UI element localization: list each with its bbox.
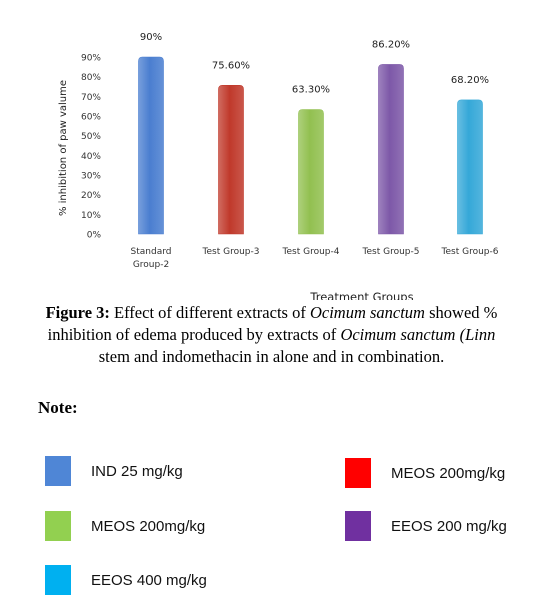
y-axis-label: % inhibition of paw valume (58, 80, 69, 216)
note-title: Note: (38, 398, 78, 417)
x-axis-label: Treatment Groups (309, 290, 413, 300)
figure-caption: Figure 3: Effect of different extracts o… (0, 302, 543, 368)
legend-item: MEOS 200mg/kg (45, 511, 205, 541)
y-tick-label: 10% (81, 211, 101, 221)
y-tick-label: 50% (81, 132, 101, 142)
y-tick-label: 80% (81, 73, 101, 83)
bar (378, 64, 404, 235)
legend-swatch (45, 456, 71, 486)
bar-series (138, 56, 483, 235)
legend-swatch (45, 565, 71, 595)
bar-chart: % inhibition of paw valume 0% 10% 20% 30% 40… (58, 32, 499, 300)
bar (298, 109, 324, 235)
caption-text: inhibition of edema produced by extracts… (47, 325, 341, 344)
data-label: 90% (140, 32, 162, 43)
y-tick-label: 60% (81, 113, 101, 123)
x-tick-label: Test Group-6 (441, 247, 499, 257)
legend-label: MEOS 200mg/kg (91, 517, 206, 535)
caption-species: Ocimum sanctum (309, 303, 425, 322)
legend-swatch (345, 511, 371, 541)
legend-label: EEOS 400 mg/kg (91, 571, 207, 589)
data-label: 63.30% (292, 85, 330, 96)
y-tick-label: 40% (81, 152, 101, 162)
y-tick-label: 30% (81, 172, 101, 182)
bar (457, 99, 483, 235)
y-tick-label: 90% (81, 54, 101, 64)
data-label: 75.60% (212, 60, 250, 71)
x-tick-label: Test Group-4 (282, 247, 340, 257)
legend-item: EEOS 200 mg/kg (345, 511, 507, 541)
x-tick-label: Test Group-3 (202, 247, 260, 257)
legend-label: IND 25 mg/kg (91, 462, 183, 480)
legend-swatch (45, 511, 71, 541)
caption-text: Effect of different extracts of (109, 303, 310, 322)
x-tick-label: Group-2 (133, 260, 169, 270)
caption-lead: Figure 3: (45, 303, 110, 322)
legend-label: MEOS 200mg/kg (391, 464, 506, 482)
legend-item: EEOS 400 mg/kg (45, 565, 207, 595)
y-tick-label: 0% (87, 231, 102, 241)
legend-label: EEOS 200 mg/kg (391, 517, 507, 535)
bar (138, 56, 164, 235)
legend-item: IND 25 mg/kg (45, 456, 183, 486)
x-axis-ticks: Standard Group-2 Test Group-3 Test Group-4 T… (131, 247, 499, 270)
y-axis-ticks: 0% 10% 20% 30% 40% 50% 60% 70% 80% 90% (81, 54, 101, 241)
data-labels: 90% 75.60% 63.30% 86.20% 68.20% (140, 32, 489, 96)
bar (218, 85, 244, 235)
data-label: 86.20% (372, 39, 410, 50)
caption-species: Ocimum sanctum (Linn (340, 325, 496, 344)
legend-swatch (345, 458, 371, 488)
y-tick-label: 20% (81, 191, 101, 201)
caption-text: stem and indomethacin in alone and in co… (98, 347, 445, 366)
x-tick-label: Test Group-5 (362, 247, 420, 257)
y-tick-label: 70% (81, 93, 101, 103)
data-label: 68.20% (451, 75, 489, 86)
x-tick-label: Standard (131, 247, 172, 257)
caption-text: showed % (424, 303, 498, 322)
legend-item: MEOS 200mg/kg (345, 458, 505, 488)
